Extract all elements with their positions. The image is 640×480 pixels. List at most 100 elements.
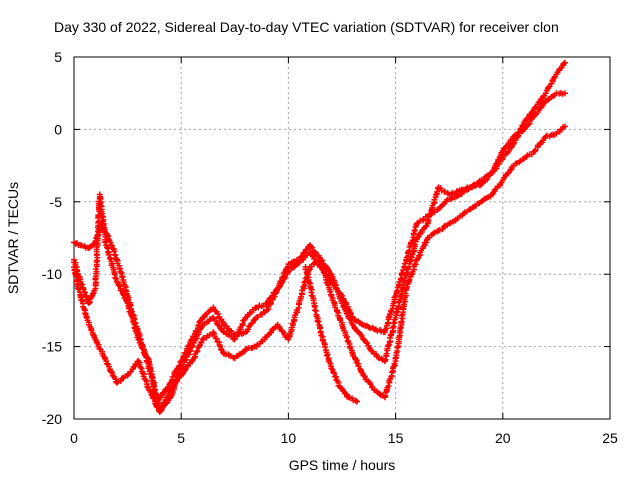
- y-tick-label: -15: [42, 339, 62, 355]
- data-trace-segment: [103, 360, 120, 385]
- data-trace-segment: [512, 156, 526, 167]
- data-trace-segment: [114, 279, 130, 305]
- data-point: [478, 181, 485, 188]
- x-tick-label: 5: [177, 430, 185, 446]
- data-trace-segment: [71, 266, 84, 298]
- data-trace-segment: [87, 323, 98, 341]
- data-trace-segment: [415, 236, 431, 262]
- y-tick-label: 5: [54, 49, 62, 65]
- y-tick-label: 0: [54, 121, 62, 137]
- data-trace-segment: [425, 185, 442, 225]
- x-axis-label: GPS time / hours: [289, 457, 396, 473]
- data-trace-segment: [104, 244, 120, 282]
- data-trace-segment: [382, 316, 398, 363]
- data-trace-segment: [97, 194, 109, 246]
- data-trace-segment: [72, 240, 82, 248]
- data-trace-segment: [319, 337, 334, 370]
- y-axis-label: SDTVAR / TECUs: [5, 182, 21, 294]
- data-trace-segment: [189, 338, 205, 363]
- data-point: [414, 220, 421, 227]
- data-trace-segment: [533, 99, 548, 118]
- data-trace-segment: [340, 295, 356, 320]
- data-point: [531, 111, 538, 118]
- data-trace-segment: [489, 149, 505, 174]
- data-trace-segment: [500, 135, 516, 152]
- data-trace-segment: [543, 73, 558, 94]
- data-trace-segment: [329, 294, 345, 326]
- data-trace-segment: [211, 330, 227, 356]
- data-trace-segment: [447, 215, 461, 226]
- data-trace-segment: [382, 294, 398, 333]
- axis-ticks: 0 5 10 15 20 25 5 0 -5 -10 -15 -20: [42, 49, 618, 446]
- data-trace-segment: [211, 306, 227, 326]
- y-tick-label: -20: [42, 411, 62, 427]
- data-trace-segment: [500, 142, 516, 160]
- data-trace-segment: [479, 171, 494, 187]
- data-trace-segment: [189, 324, 205, 349]
- data-trace-segment: [179, 359, 194, 377]
- series-track-b: [71, 90, 568, 415]
- data-trace-segment: [393, 272, 409, 319]
- data-trace-segment: [346, 394, 359, 404]
- data-series: [71, 59, 568, 415]
- data-trace-segment: [87, 241, 97, 250]
- data-trace-segment: [254, 334, 269, 348]
- data-trace-segment: [77, 294, 92, 326]
- chart-title: Day 330 of 2022, Sidereal Day-to-day VTE…: [54, 19, 559, 35]
- data-trace-segment: [329, 366, 342, 389]
- data-trace-segment: [201, 306, 215, 320]
- y-tick-label: -10: [42, 266, 62, 282]
- y-tick-label: -5: [50, 194, 63, 210]
- data-trace-segment: [556, 90, 566, 97]
- data-trace-segment: [382, 360, 398, 399]
- data-trace-segment: [275, 263, 291, 291]
- data-trace-segment: [361, 373, 376, 391]
- data-trace-segment: [554, 60, 567, 76]
- data-point: [86, 300, 93, 307]
- data-trace-segment: [500, 164, 515, 181]
- data-trace-segment: [244, 315, 259, 335]
- data-trace-segment: [350, 352, 366, 377]
- data-trace-segment: [469, 181, 483, 191]
- data-trace-segment: [448, 188, 461, 198]
- plot-frame: [73, 56, 611, 420]
- data-trace-segment: [522, 106, 537, 124]
- data-trace-segment: [302, 266, 317, 304]
- data-trace-segment: [311, 302, 326, 340]
- data-trace-segment: [340, 302, 355, 326]
- data-trace-segment: [403, 236, 420, 276]
- data-trace-segment: [232, 316, 248, 340]
- x-tick-label: 25: [602, 430, 618, 446]
- data-trace-segment: [114, 257, 130, 297]
- data-trace-segment: [490, 179, 505, 196]
- data-trace-segment: [108, 241, 120, 262]
- data-point: [561, 59, 568, 66]
- data-trace-segment: [437, 184, 451, 196]
- data-trace-segment: [436, 222, 451, 233]
- data-trace-segment: [168, 359, 184, 385]
- data-trace-segment: [544, 92, 558, 104]
- data-trace-segment: [362, 322, 376, 332]
- data-trace-segment: [532, 135, 548, 153]
- data-trace-segment: [233, 348, 248, 360]
- data-trace-segment: [265, 323, 280, 338]
- data-trace-segment: [93, 338, 109, 363]
- data-trace-segment: [286, 260, 301, 274]
- data-trace-segment: [361, 337, 376, 355]
- data-trace-segment: [77, 280, 92, 305]
- data-trace-segment: [351, 323, 366, 342]
- data-trace-segment: [86, 287, 98, 305]
- data-trace-segment: [211, 316, 227, 335]
- x-tick-label: 0: [70, 430, 78, 446]
- data-trace-segment: [511, 128, 526, 139]
- data-trace-segment: [136, 337, 152, 363]
- data-point: [561, 123, 568, 130]
- data-point: [360, 336, 367, 343]
- x-tick-label: 10: [281, 430, 297, 446]
- data-trace-segment: [147, 388, 163, 413]
- data-trace-segment: [469, 200, 483, 211]
- data-trace-segment: [179, 345, 194, 370]
- data-trace-segment: [532, 92, 548, 110]
- data-trace-segment: [404, 257, 419, 291]
- data-trace-segment: [329, 273, 345, 305]
